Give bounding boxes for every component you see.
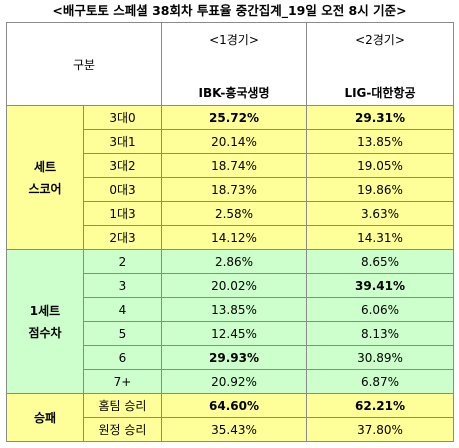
header-row: 구분 <1경기> IBK-흥국생명 <2경기> LIG-대한항공 xyxy=(6,22,454,106)
game1-value: 64.60% xyxy=(161,393,307,418)
row-label: 5 xyxy=(83,321,162,346)
game1-value: 18.73% xyxy=(161,177,307,202)
table-row: 1대3 2.58% 3.63% xyxy=(7,201,454,226)
table-row: 3 20.02% 39.41% xyxy=(7,273,454,298)
section-label-line2: 점수차 xyxy=(28,325,62,340)
game1-label: <1경기> xyxy=(209,33,259,47)
game2-value: 8.65% xyxy=(306,249,454,274)
game2-value: 29.31% xyxy=(306,105,454,130)
table-row: 0대3 18.73% 19.86% xyxy=(7,177,454,202)
game2-header: <2경기> LIG-대한항공 xyxy=(306,22,454,106)
game1-value: 29.93% xyxy=(161,345,307,370)
game2-value: 19.05% xyxy=(306,153,454,178)
game1-header: <1경기> IBK-흥국생명 xyxy=(161,22,307,106)
row-label: 4 xyxy=(83,297,162,322)
row-label: 원정 승리 xyxy=(83,417,162,442)
game1-value: 2.86% xyxy=(161,249,307,274)
section-label-line2: 스코어 xyxy=(28,181,62,196)
table-row: 원정 승리 35.43% 37.80% xyxy=(7,417,454,442)
game2-value: 19.86% xyxy=(306,177,454,202)
game2-team: LIG-대한항공 xyxy=(344,86,416,100)
game1-value: 13.85% xyxy=(161,297,307,322)
game1-value: 18.74% xyxy=(161,153,307,178)
vote-rate-table: 구분 <1경기> IBK-흥국생명 <2경기> LIG-대한항공 세트 스코어 3대… xyxy=(6,22,454,442)
game1-team: IBK-흥국생명 xyxy=(198,86,270,100)
game2-value: 3.63% xyxy=(306,201,454,226)
row-label: 3대0 xyxy=(83,105,162,130)
game2-value: 39.41% xyxy=(306,273,454,298)
game2-value: 8.13% xyxy=(306,321,454,346)
game2-value: 14.31% xyxy=(306,225,454,250)
table-row: 4 13.85% 6.06% xyxy=(7,297,454,322)
game1-value: 14.12% xyxy=(161,225,307,250)
game2-label: <2경기> xyxy=(355,33,405,47)
table-row: 7+ 20.92% 6.87% xyxy=(7,369,454,394)
table-row: 승패 홈팀 승리 64.60% 62.21% xyxy=(6,393,454,442)
row-label: 2대3 xyxy=(83,225,162,250)
row-label: 7+ xyxy=(83,369,162,394)
row-label: 1대3 xyxy=(83,201,162,226)
category-header: 구분 xyxy=(6,22,162,106)
game1-value: 12.45% xyxy=(161,321,307,346)
game2-value: 62.21% xyxy=(306,393,454,418)
row-label: 3대1 xyxy=(83,129,162,154)
row-label: 0대3 xyxy=(83,177,162,202)
row-label: 홈팀 승리 xyxy=(83,393,162,418)
game2-value: 6.06% xyxy=(306,297,454,322)
section-label-line1: 세트 xyxy=(33,159,57,174)
game2-value: 37.80% xyxy=(306,417,454,442)
game2-value: 6.87% xyxy=(306,369,454,394)
game1-value: 25.72% xyxy=(161,105,307,130)
game2-value: 30.89% xyxy=(306,345,454,370)
section-label-line1: 1세트 xyxy=(29,303,61,318)
table-title: <배구토토 스페셜 38회차 투표율 중간집계_19일 오전 8시 기준> xyxy=(52,3,407,18)
table-row: 세트 스코어 3대0 25.72% 29.31% xyxy=(6,105,454,250)
table-row: 2대3 14.12% 14.31% xyxy=(7,225,454,250)
game2-value: 13.85% xyxy=(306,129,454,154)
game1-value: 20.02% xyxy=(161,273,307,298)
section-label: 승패 xyxy=(6,393,84,442)
table-row: 1세트 점수차 2 2.86% 8.65% xyxy=(6,249,454,394)
row-label: 6 xyxy=(83,345,162,370)
section-label-line1: 승패 xyxy=(33,410,57,425)
game1-value: 20.92% xyxy=(161,369,307,394)
game1-value: 20.14% xyxy=(161,129,307,154)
game1-value: 2.58% xyxy=(161,201,307,226)
table-row: 3대1 20.14% 13.85% xyxy=(7,129,454,154)
row-label: 2 xyxy=(83,249,162,274)
table-row: 5 12.45% 8.13% xyxy=(7,321,454,346)
game1-value: 35.43% xyxy=(161,417,307,442)
table-row: 3대2 18.74% 19.05% xyxy=(7,153,454,178)
row-label: 3 xyxy=(83,273,162,298)
row-label: 3대2 xyxy=(83,153,162,178)
